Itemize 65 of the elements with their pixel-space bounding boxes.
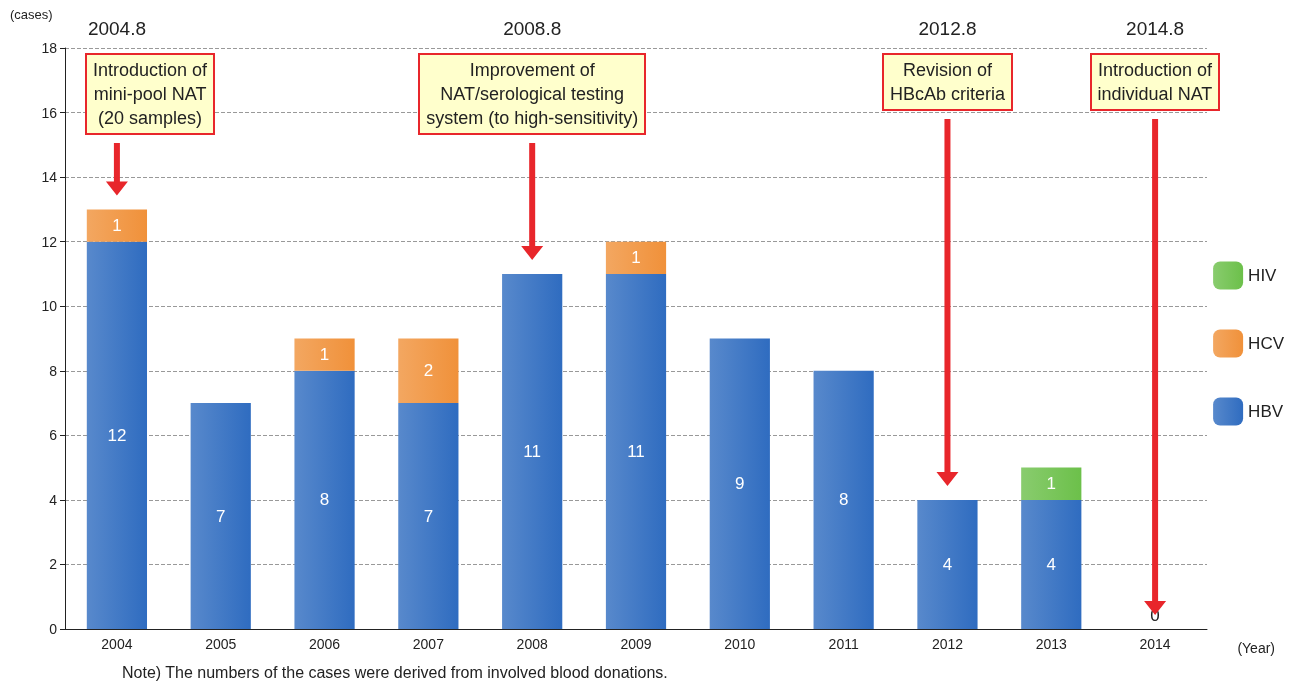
data-label: 1 [1046,474,1057,494]
data-label: 1 [319,345,330,365]
y-tick-label: 8 [49,362,58,379]
text: 2012.8 [918,18,977,40]
y-tick-label: 0 [49,621,58,637]
bar [917,499,978,629]
data-label: 11 [523,441,542,461]
data-label: 1 [631,248,641,268]
y-tick-label: 10 [41,298,58,315]
bar [190,403,251,629]
y-tick-label: 16 [41,104,58,121]
bar [1021,467,1082,500]
text: Note) The numbers of the cases were derived from involved blood donations. [122,664,668,682]
bar [1021,499,1082,629]
legend-label: HCV [1248,334,1285,353]
bar [709,338,770,629]
x-tick-label: 2008 [516,636,548,652]
text: 2004.8 [87,18,147,40]
y-axis-title: (cases) [10,7,53,22]
data-label: 2 [423,361,434,381]
data-label: 4 [1046,554,1057,574]
x-tick-label: 2012 [931,636,964,652]
y-tick-label: 2 [49,556,58,573]
x-axis-title: (Year) [1237,640,1276,656]
y-tick-label: 14 [41,169,58,186]
bar [294,370,355,629]
x-tick-label: 2004 [101,636,133,652]
bar [605,273,667,629]
annotation: Revision of HBcAb criteria [881,53,1013,111]
x-tick-label: 2010 [724,636,756,652]
bar [294,338,355,371]
annotation: Introduction of individual NAT [1089,53,1221,111]
data-label: 11 [627,441,645,461]
x-tick-label: 2009 [620,636,652,652]
data-label: 9 [735,474,745,494]
y-tick-label: 6 [49,427,58,444]
y-tick-label: 12 [41,233,58,250]
x-tick-label: 2007 [412,636,445,652]
x-tick-label: 2005 [205,636,237,652]
x-tick-label: 2014 [1139,636,1171,652]
data-label: 12 [107,425,127,445]
y-tick-label: 4 [49,491,58,508]
text: 2008.8 [503,18,562,40]
annotation: Improvement of NAT/serological testing system (to high-sensitivity) [418,53,647,135]
bar [398,403,459,629]
y-tick-label: 18 [41,40,58,56]
bar [605,241,667,274]
bar [398,338,459,404]
data-label: 4 [942,554,953,574]
data-label: 7 [215,506,226,526]
data-label: 7 [423,506,434,526]
bar [502,273,563,629]
legend-label: HIV [1248,266,1278,285]
x-tick-label: 2013 [1035,636,1068,652]
text: 2014.8 [1126,18,1185,40]
x-tick-label: 2011 [828,636,859,652]
data-label: 8 [319,490,330,510]
data-label: 8 [838,490,849,510]
legend-label: HBV [1248,402,1284,421]
bar [86,241,148,629]
x-tick-label: 2006 [308,636,341,652]
bar [813,370,874,629]
bar [86,209,148,242]
annotation: Introduction of mini-pool NAT (20 samples) [85,53,216,135]
data-label: 1 [112,216,122,236]
